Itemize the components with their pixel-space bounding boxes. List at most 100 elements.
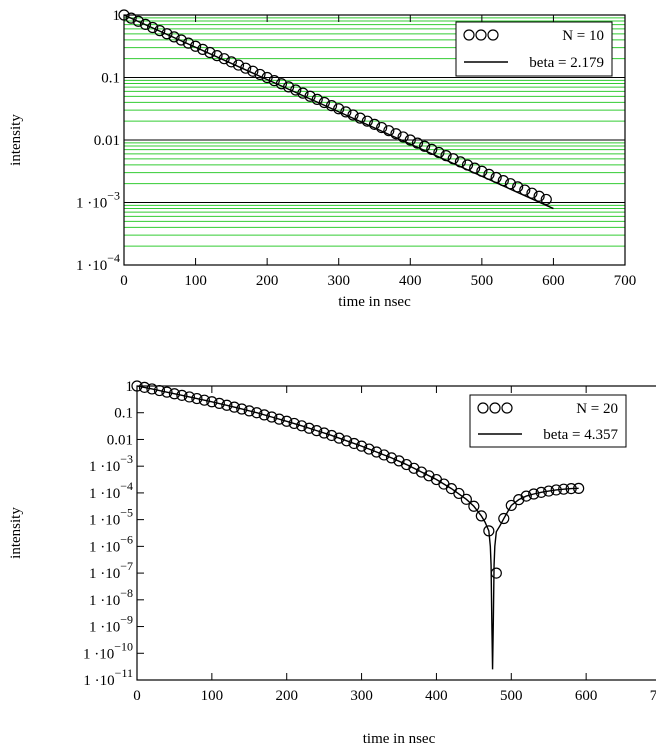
data-point xyxy=(535,486,547,498)
y-tick-mantissa: 1 ·10 xyxy=(76,196,107,212)
data-point xyxy=(368,118,381,130)
y-tick-label: 1 ·10−4 xyxy=(76,251,120,274)
data-point xyxy=(211,50,223,62)
x-tick-label: 700 xyxy=(650,688,656,704)
x-tick-label: 700 xyxy=(614,273,637,289)
y-tick-exponent: −5 xyxy=(120,506,133,520)
y-tick-exponent: −7 xyxy=(120,559,133,573)
data-point xyxy=(236,403,248,415)
data-point xyxy=(189,40,202,52)
data-point xyxy=(218,53,230,65)
data-point xyxy=(138,381,151,393)
data-point xyxy=(383,125,395,137)
data-point xyxy=(125,12,137,24)
data-point xyxy=(460,493,472,505)
y-tick-exponent: −4 xyxy=(107,251,120,265)
y-axis-label: intensity xyxy=(8,114,24,166)
legend: N = 20 beta = 4.357 xyxy=(469,394,627,448)
data-point xyxy=(326,429,338,442)
y-tick-label: 1 ·10−3 xyxy=(76,189,120,212)
data-point xyxy=(363,443,375,455)
x-axis-label: time in nsec xyxy=(338,294,411,310)
y-axis-label: intensity xyxy=(8,507,24,559)
data-point xyxy=(311,425,323,437)
data-point xyxy=(513,494,525,506)
x-tick-label: 400 xyxy=(425,688,448,704)
data-point xyxy=(468,500,480,512)
y-tick-mantissa: 0.1 xyxy=(101,71,120,87)
x-tick-label: 500 xyxy=(471,273,494,289)
data-point xyxy=(213,397,225,409)
data-point xyxy=(182,37,195,49)
data-point xyxy=(131,380,143,392)
legend-marker xyxy=(489,402,501,414)
y-tick-exponent: −11 xyxy=(115,666,133,680)
data-point xyxy=(419,140,431,152)
legend-marker xyxy=(501,402,513,414)
y-tick-mantissa: 1 ·10 xyxy=(89,486,120,502)
data-point xyxy=(273,413,285,425)
y-tick-mantissa: 0.01 xyxy=(107,432,133,448)
y-tick-mantissa: 0.1 xyxy=(114,406,133,422)
y-tick-exponent: −9 xyxy=(120,613,133,627)
y-tick-mantissa: 1 ·10 xyxy=(83,646,114,662)
data-point xyxy=(288,417,300,430)
series-line xyxy=(136,385,579,670)
y-tick-label: 1 ·10−10 xyxy=(83,639,133,662)
data-point xyxy=(118,9,130,21)
data-point xyxy=(376,121,388,134)
data-point xyxy=(296,420,308,432)
x-tick-label: 200 xyxy=(275,688,298,704)
data-point xyxy=(540,193,552,206)
data-layer xyxy=(118,9,554,210)
y-tick-mantissa: 1 ·10 xyxy=(89,539,120,555)
y-tick-mantissa: 1 ·10 xyxy=(89,459,120,475)
y-tick-mantissa: 1 ·10 xyxy=(89,620,120,636)
data-point xyxy=(221,399,233,411)
x-axis-label: time in nsec xyxy=(363,731,436,747)
y-tick-exponent: −4 xyxy=(120,479,133,493)
x-tick-label: 0 xyxy=(120,273,128,289)
series-line xyxy=(123,14,554,210)
data-point xyxy=(168,388,181,400)
y-tick-label: 1 xyxy=(126,379,134,395)
data-point xyxy=(281,415,293,427)
data-point xyxy=(404,134,416,146)
y-tick-mantissa: 1 ·10 xyxy=(83,673,114,689)
data-point xyxy=(543,485,555,497)
data-point xyxy=(533,190,545,202)
data-point xyxy=(147,21,159,34)
y-tick-label: 1 ·10−11 xyxy=(83,666,133,689)
y-tick-label: 1 ·10−7 xyxy=(89,559,133,582)
x-tick-label: 100 xyxy=(184,273,207,289)
legend-label: N = 20 xyxy=(576,401,618,417)
x-tick-label: 400 xyxy=(399,273,422,289)
data-point xyxy=(146,383,158,395)
y-tick-label: 1 ·10−4 xyxy=(89,479,133,502)
data-point xyxy=(390,128,402,140)
legend-box xyxy=(455,21,613,77)
y-tick-exponent: −3 xyxy=(107,189,120,203)
data-point xyxy=(370,446,383,458)
data-point xyxy=(505,499,517,512)
data-point xyxy=(333,432,345,444)
legend-label: beta = 2.179 xyxy=(529,55,604,71)
data-point xyxy=(251,407,263,419)
y-tick-label: 1 ·10−9 xyxy=(89,613,133,636)
y-tick-label: 0.01 xyxy=(107,432,133,448)
y-tick-label: 0.1 xyxy=(114,406,133,422)
data-point xyxy=(355,440,368,452)
data-point xyxy=(175,34,187,46)
data-point xyxy=(139,18,152,30)
legend-marker xyxy=(477,402,489,414)
data-point xyxy=(453,487,465,500)
x-tick-label: 200 xyxy=(256,273,279,289)
data-point xyxy=(161,28,173,40)
y-tick-label: 1 xyxy=(113,8,121,24)
data-point xyxy=(348,437,360,450)
data-point xyxy=(132,15,144,27)
data-point xyxy=(341,435,353,447)
